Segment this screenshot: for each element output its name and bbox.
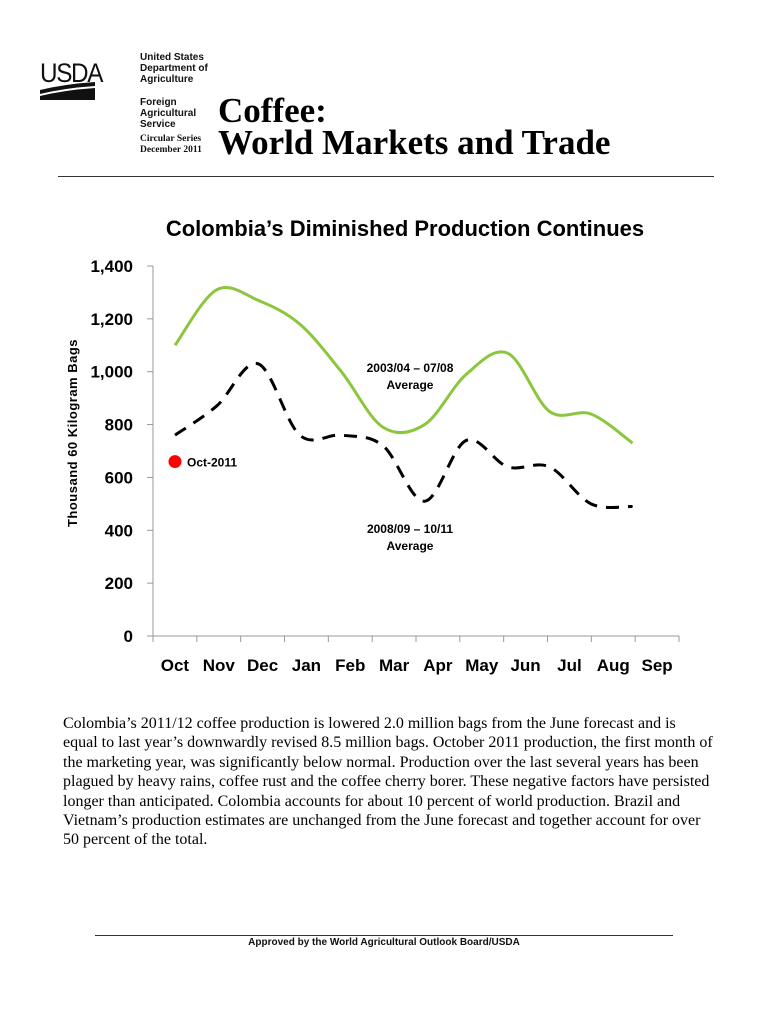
body-paragraph: Colombia’s 2011/12 coffee production is … (63, 715, 713, 849)
service-name: Foreign Agricultural Service (140, 97, 196, 130)
x-tick-label: May (465, 656, 499, 675)
x-tick-label: Dec (247, 656, 278, 675)
series-line-2 (174, 362, 633, 509)
x-tick-label: Oct (161, 656, 190, 675)
data-point-label: Oct-2011 (187, 456, 237, 470)
y-axis-label: Thousand 60 Kilogram Bags (65, 339, 80, 527)
y-tick-label: 200 (105, 574, 133, 593)
series-line-1 (173, 285, 634, 445)
footer-divider (95, 935, 673, 936)
y-tick-label: 1,200 (90, 310, 133, 329)
x-tick-label: Nov (203, 656, 236, 675)
series-label: Average (387, 539, 434, 553)
agency-line: Department of (140, 63, 208, 74)
service-line: Agricultural (140, 108, 197, 119)
y-tick-label: 800 (105, 416, 133, 435)
x-tick-label: Apr (423, 656, 453, 675)
series-info: Circular Series December 2011 (140, 134, 202, 156)
x-tick-label: Sep (641, 656, 672, 675)
agency-name: United States Department of Agriculture (140, 52, 208, 85)
agency-line: United States (140, 52, 204, 63)
report-title-line2: World Markets and Trade (218, 123, 611, 162)
x-tick-label: Jun (510, 656, 540, 675)
x-tick-label: Jan (292, 656, 321, 675)
series-label: Average (387, 378, 434, 392)
data-point-marker (168, 455, 182, 469)
report-title-line1: Coffee: (218, 91, 327, 130)
header-divider (58, 176, 714, 177)
y-tick-label: 400 (105, 521, 133, 540)
y-tick-label: 1,400 (90, 257, 133, 276)
x-tick-label: Aug (597, 656, 630, 675)
y-tick-label: 600 (105, 468, 133, 487)
x-tick-label: Jul (557, 656, 582, 675)
x-tick-label: Feb (335, 656, 365, 675)
series-label: 2003/04 – 07/08 (367, 361, 454, 375)
y-tick-label: 0 (124, 627, 133, 646)
series-date: December 2011 (140, 145, 202, 155)
chart-title: Colombia’s Diminished Production Continu… (165, 216, 645, 241)
service-line: Service (140, 119, 176, 130)
x-tick-label: Mar (379, 656, 410, 675)
agency-line: Agriculture (140, 74, 194, 85)
series-label: 2008/09 – 10/11 (367, 522, 453, 536)
footer-text: Approved by the World Agricultural Outlo… (248, 937, 520, 948)
y-tick-label: 1,000 (90, 363, 133, 382)
service-line: Foreign (140, 97, 177, 108)
series-line: Circular Series (140, 134, 202, 144)
